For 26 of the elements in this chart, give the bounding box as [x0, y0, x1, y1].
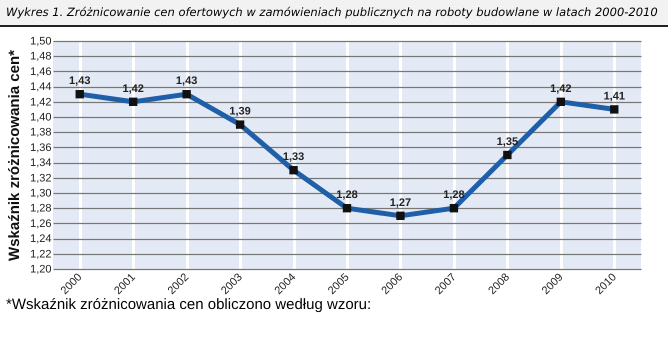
- data-label: 1,33: [282, 151, 304, 164]
- y-tick-label: 1,44: [30, 81, 52, 94]
- y-tick-label: 1,36: [30, 142, 52, 154]
- data-label: 1,27: [390, 196, 412, 209]
- text: *Wskaźnik zróżnicowania cen obliczono według wzoru:: [5, 296, 372, 313]
- data-label: 1,43: [69, 75, 90, 88]
- y-tick-label: 1,50: [30, 36, 52, 48]
- data-label: 1,39: [229, 106, 251, 118]
- y-tick-label: 1,24: [30, 233, 52, 246]
- data-label: 1,35: [496, 136, 518, 148]
- y-tick-label: 1,46: [30, 66, 52, 78]
- y-tick-label: 1,20: [30, 264, 52, 276]
- y-axis-title: Wskaźnik zróżnicowania cen*: [6, 50, 24, 261]
- y-tick-label: 1,22: [30, 248, 52, 260]
- data-label: 1,43: [176, 75, 198, 88]
- y-tick-label: 1,42: [30, 96, 52, 108]
- y-tick-label: 1,30: [30, 188, 52, 200]
- y-tick-label: 1,48: [30, 50, 52, 63]
- y-tick-label: 1,28: [30, 202, 52, 215]
- chart-title: Wykres 1. Zróżnicowanie cen ofertowych w zamówieniach publicznych na roboty budowlane w latach 2000-2010: [0, 0, 668, 27]
- y-tick-label: 1,38: [30, 126, 52, 139]
- y-tick-label: 1,26: [30, 218, 52, 230]
- data-label: 1,41: [604, 90, 625, 102]
- y-tick-label: 1,32: [30, 172, 52, 184]
- y-tick-label: 1,34: [30, 157, 52, 170]
- y-tick-label: 1,40: [30, 112, 52, 124]
